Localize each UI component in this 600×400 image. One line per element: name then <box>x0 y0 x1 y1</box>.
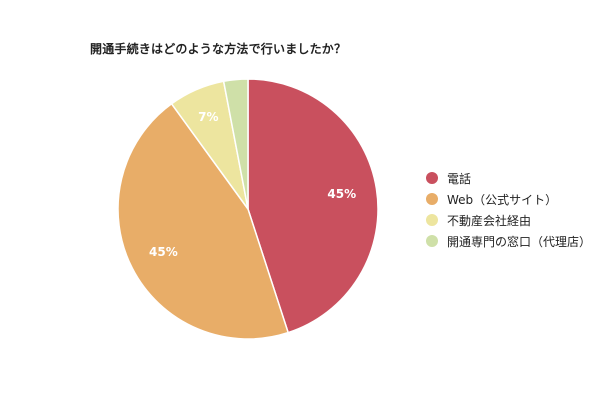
legend-swatch-phone <box>426 172 438 184</box>
slice-value-label-phone: 45% <box>327 187 356 201</box>
legend-swatch-real-estate <box>426 214 438 226</box>
legend-label-real-estate: 不動産会社経由 <box>447 213 532 228</box>
legend-label-agency: 開通専門の窓口（代理店） <box>447 234 592 249</box>
legend-swatch-web <box>426 193 438 205</box>
slice-value-label-web: 45% <box>149 245 178 259</box>
chart-title: 開通手続きはどのような方法で行いましたか？ <box>90 42 347 56</box>
legend-item-real-estate[interactable]: 不動産会社経由 <box>426 210 591 230</box>
pie-slice-agency[interactable] <box>222 78 249 210</box>
legend-item-phone[interactable]: 電話 <box>426 168 591 188</box>
pie-slice-web[interactable] <box>117 102 290 340</box>
legend: 電話 Web（公式サイト） 不動産会社経由 開通専門の窓口（代理店） <box>426 168 591 252</box>
pie-slices <box>117 78 379 340</box>
pie-labels: 45% 45% 7% <box>149 110 356 259</box>
pie-slice-phone[interactable] <box>247 78 379 334</box>
legend-item-web[interactable]: Web（公式サイト） <box>426 189 591 209</box>
legend-label-phone: 電話 <box>447 171 472 186</box>
legend-item-agency[interactable]: 開通専門の窓口（代理店） <box>426 231 591 251</box>
legend-swatch-agency <box>426 235 438 247</box>
legend-label-web: Web（公式サイト） <box>447 192 558 207</box>
slice-value-label-real-estate: 7% <box>198 110 218 124</box>
